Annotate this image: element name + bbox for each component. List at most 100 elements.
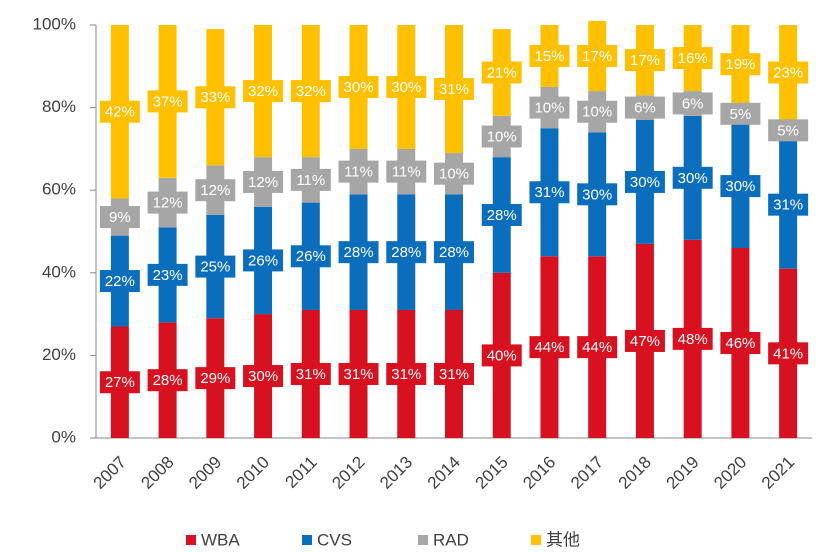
- x-tick-label: 2007: [90, 453, 130, 493]
- label-bg: [386, 75, 427, 98]
- data-label: 40%: [487, 347, 517, 364]
- label-bg: [481, 203, 522, 226]
- data-label: 46%: [725, 335, 755, 352]
- legend-swatch: [186, 535, 196, 545]
- label-bg: [720, 332, 761, 355]
- label-bg: [624, 96, 665, 119]
- y-tick-label: 80%: [42, 97, 76, 116]
- data-label: 31%: [534, 184, 564, 201]
- data-label: 15%: [534, 48, 564, 65]
- label-bg: [386, 160, 427, 183]
- data-label: 30%: [630, 174, 660, 191]
- legend-label: 其他: [546, 530, 580, 549]
- legend-label: RAD: [433, 530, 469, 549]
- label-bg: [720, 175, 761, 198]
- label-bg: [243, 170, 284, 193]
- data-label: 32%: [248, 83, 278, 100]
- label-bg: [672, 92, 713, 115]
- data-label: 27%: [105, 374, 135, 391]
- data-label: 17%: [630, 52, 660, 69]
- label-bg: [243, 365, 284, 388]
- data-label: 47%: [630, 333, 660, 350]
- data-label: 21%: [487, 64, 517, 81]
- label-bg: [577, 100, 618, 123]
- label-bg: [481, 344, 522, 367]
- x-tick-label: 2016: [519, 453, 559, 493]
- legend-swatch: [531, 535, 541, 545]
- data-label: 19%: [725, 56, 755, 73]
- label-bg: [290, 168, 331, 191]
- label-bg: [99, 206, 140, 229]
- data-label: 23%: [153, 267, 183, 284]
- data-label: 29%: [200, 370, 230, 387]
- label-bg: [99, 371, 140, 394]
- label-bg: [195, 179, 236, 202]
- label-bg: [338, 75, 379, 98]
- data-label: 28%: [439, 244, 469, 261]
- label-bg: [768, 193, 809, 216]
- label-bg: [147, 191, 188, 214]
- label-bg: [577, 336, 618, 359]
- legend-label: WBA: [201, 530, 240, 549]
- data-label: 31%: [773, 197, 803, 214]
- data-label: 12%: [153, 195, 183, 212]
- data-label: 16%: [678, 50, 708, 67]
- label-bg: [99, 100, 140, 123]
- label-bg: [768, 61, 809, 84]
- data-label: 5%: [777, 122, 799, 139]
- data-label: 10%: [487, 128, 517, 145]
- label-bg: [243, 249, 284, 272]
- legend-swatch: [302, 535, 312, 545]
- label-bg: [147, 369, 188, 392]
- label-bg: [720, 53, 761, 76]
- data-label: 42%: [105, 104, 135, 121]
- x-tick-label: 2015: [472, 453, 512, 493]
- label-bg: [434, 362, 474, 385]
- label-bg: [434, 78, 474, 101]
- data-label: 30%: [248, 368, 278, 385]
- data-label: 22%: [105, 273, 135, 290]
- label-bg: [624, 170, 665, 193]
- y-tick-label: 0%: [51, 427, 76, 446]
- label-bg: [529, 44, 570, 67]
- label-bg: [290, 362, 331, 385]
- data-label: 41%: [773, 345, 803, 362]
- data-label: 31%: [344, 366, 374, 383]
- data-label: 30%: [678, 170, 708, 187]
- label-bg: [768, 342, 809, 365]
- label-bg: [195, 255, 236, 278]
- data-label: 25%: [200, 259, 230, 276]
- data-label: 23%: [773, 64, 803, 81]
- label-bg: [434, 241, 474, 264]
- label-bg: [290, 80, 331, 103]
- x-tick-label: 2019: [662, 453, 702, 493]
- label-bg: [195, 367, 236, 390]
- data-label: 28%: [391, 244, 421, 261]
- data-label: 26%: [296, 248, 326, 265]
- label-bg: [147, 263, 188, 286]
- data-label: 10%: [534, 100, 564, 117]
- data-label: 37%: [153, 93, 183, 110]
- y-tick-label: 40%: [42, 262, 76, 281]
- data-label: 31%: [391, 366, 421, 383]
- label-bg: [338, 160, 379, 183]
- x-tick-label: 2020: [710, 453, 750, 493]
- y-tick-label: 100%: [33, 14, 76, 33]
- data-label: 12%: [248, 174, 278, 191]
- data-label: 26%: [248, 252, 278, 269]
- data-label: 11%: [296, 172, 325, 189]
- data-label: 28%: [153, 372, 183, 389]
- data-label: 10%: [439, 166, 469, 183]
- label-bg: [529, 96, 570, 119]
- x-tick-label: 2018: [615, 453, 655, 493]
- label-bg: [195, 86, 236, 109]
- label-bg: [338, 362, 379, 385]
- data-label: 33%: [200, 89, 230, 106]
- label-bg: [481, 125, 522, 148]
- data-label: 30%: [582, 186, 612, 203]
- data-label: 44%: [534, 339, 564, 356]
- label-bg: [577, 44, 618, 67]
- x-tick-label: 2010: [233, 453, 273, 493]
- label-bg: [672, 327, 713, 350]
